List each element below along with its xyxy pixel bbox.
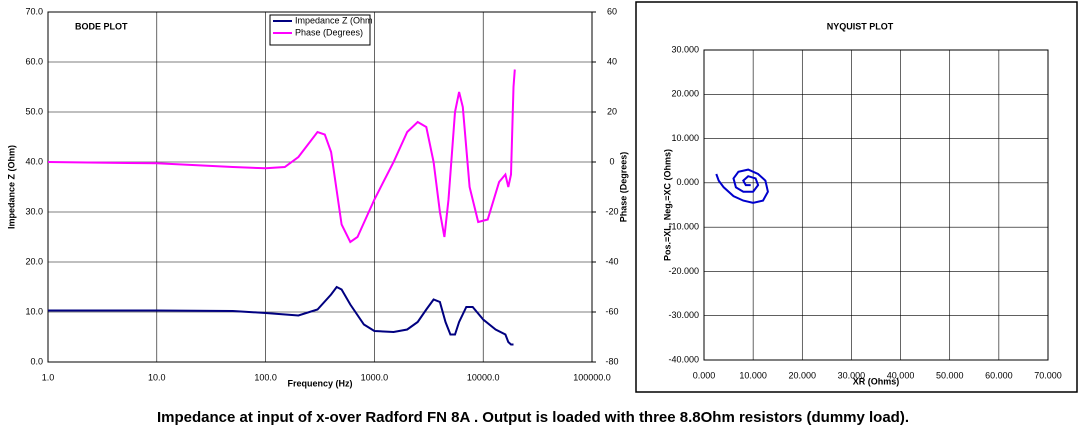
y2-tick-label: 40 [607, 56, 617, 66]
y2-tick-label: 20 [607, 106, 617, 116]
y-tick-label: 10.0 [25, 306, 43, 316]
y-tick-label: 20.000 [671, 89, 699, 99]
y-tick-label: 40.0 [25, 156, 43, 166]
y-tick-label: 50.0 [25, 106, 43, 116]
data-line [48, 285, 514, 346]
y2-tick-label: -80 [605, 356, 618, 366]
x-tick-label: 1000.0 [361, 372, 389, 382]
y-tick-label: 0.000 [676, 177, 699, 187]
x-tick-label: 20.000 [789, 370, 817, 380]
y-tick-label: 10.000 [671, 133, 699, 143]
y-tick-label: -10.000 [668, 222, 699, 232]
caption: Impedance at input of x-over Radford FN … [157, 409, 909, 426]
x-axis-label: Frequency (Hz) [287, 378, 352, 388]
y2-tick-label: -40 [605, 256, 618, 266]
y-tick-label: -20.000 [668, 266, 699, 276]
y2-axis-label: Phase (Degrees) [618, 152, 628, 223]
y-tick-label: 60.0 [25, 56, 43, 66]
y-tick-label: -40.000 [668, 354, 699, 364]
plot-area [703, 49, 1049, 361]
y2-tick-label: -60 [605, 306, 618, 316]
y-tick-label: 0.0 [30, 356, 43, 366]
y-tick-label: 30.000 [671, 44, 699, 54]
x-tick-label: 10.0 [148, 372, 166, 382]
legend-label: Phase (Degrees) [295, 27, 363, 37]
y-tick-label: 30.0 [25, 206, 43, 216]
y-tick-label: 20.0 [25, 256, 43, 266]
y2-tick-label: 0 [609, 156, 614, 166]
chart-title: BODE PLOT [75, 21, 128, 31]
data-line [715, 168, 769, 204]
x-tick-label: 100000.0 [573, 372, 611, 382]
y-tick-label: 70.0 [25, 6, 43, 16]
chart-title: NYQUIST PLOT [827, 21, 894, 31]
y-tick-label: -30.000 [668, 310, 699, 320]
x-tick-label: 10000.0 [467, 372, 500, 382]
nyquist-frame [635, 1, 1078, 393]
y2-tick-label: -20 [605, 206, 618, 216]
x-tick-label: 10.000 [739, 370, 767, 380]
x-tick-label: 0.000 [693, 370, 716, 380]
x-tick-label: 1.0 [42, 372, 55, 382]
data-line [47, 69, 516, 244]
y2-tick-label: 60 [607, 6, 617, 16]
x-tick-label: 100.0 [254, 372, 277, 382]
y-axis-label: Impedance Z (Ohm) [6, 145, 16, 229]
x-axis-label: XR (Ohms) [853, 376, 900, 386]
x-tick-label: 40.000 [887, 370, 915, 380]
legend-label: Impedance Z (Ohm [295, 15, 373, 25]
x-tick-label: 60.000 [985, 370, 1013, 380]
y-axis-label: Pos.=XL, Neg.=XC (Ohms) [662, 149, 672, 261]
x-tick-label: 70.000 [1034, 370, 1062, 380]
x-tick-label: 50.000 [936, 370, 964, 380]
x-tick-label: 30.000 [838, 370, 866, 380]
